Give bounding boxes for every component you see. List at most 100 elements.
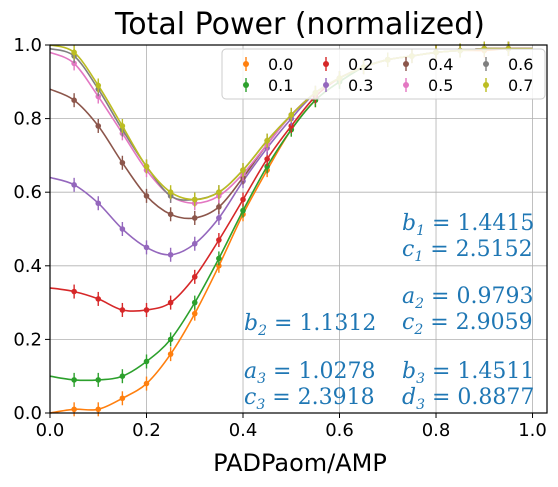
data-point — [264, 137, 270, 144]
data-point — [143, 358, 150, 365]
legend-marker — [403, 82, 409, 88]
legend-label: 0.3 — [348, 76, 373, 95]
y-tick-label: 0.2 — [13, 329, 42, 350]
data-point — [119, 123, 126, 129]
x-tick-label: 0.2 — [132, 420, 161, 441]
data-point — [216, 189, 222, 195]
annotation-b3: b3 = 1.4511 — [402, 359, 534, 387]
annotation-b1: b1 = 1.4415 — [402, 211, 534, 239]
data-point — [71, 182, 77, 188]
data-point — [119, 159, 126, 166]
y-tick-label: 0.0 — [13, 403, 42, 424]
y-tick-label: 1.0 — [13, 35, 42, 56]
data-point — [167, 251, 174, 258]
data-point — [95, 93, 102, 100]
legend-item-0.1: 0.1 — [243, 76, 293, 95]
x-axis-label: PADPaom/AMP — [213, 449, 387, 477]
legend-label: 0.5 — [428, 76, 453, 95]
legend-label: 0.2 — [348, 55, 373, 74]
legend-marker — [403, 61, 409, 67]
data-point — [191, 215, 198, 221]
data-point — [240, 167, 246, 173]
data-point — [191, 299, 198, 306]
annotation-c3: c3 = 2.3918 — [244, 385, 375, 413]
data-point — [167, 211, 174, 218]
legend-marker — [323, 82, 329, 88]
data-point — [143, 380, 150, 387]
legend-label: 0.1 — [268, 76, 293, 95]
data-point — [167, 189, 174, 195]
legend-item-0.5: 0.5 — [403, 76, 453, 95]
data-point — [95, 406, 102, 413]
tick-layer: 0.0 0.2 0.4 0.6 0.8 1.0 0.0 0.2 0.4 0.6 0.8 1.0 — [13, 35, 546, 441]
data-point — [71, 288, 77, 295]
data-point — [216, 255, 222, 262]
data-point — [119, 373, 126, 380]
x-tick-label: 0.4 — [229, 420, 258, 441]
data-point — [191, 310, 198, 317]
data-point — [167, 299, 174, 306]
data-point — [288, 123, 295, 129]
legend: 0.0 0.1 0.2 0.3 0.4 0.5 0.6 0.7 — [221, 48, 546, 100]
legend-label: 0.0 — [268, 55, 293, 74]
plot-frame — [49, 44, 548, 414]
legend-item-0.3: 0.3 — [323, 76, 373, 95]
data-point — [264, 163, 270, 170]
data-point — [95, 200, 102, 207]
data-point — [95, 123, 102, 129]
legend-marker — [243, 61, 249, 67]
legend-item-0.7: 0.7 — [483, 76, 533, 95]
data-point — [240, 207, 246, 214]
legend-label: 0.6 — [508, 55, 533, 74]
data-point — [288, 112, 295, 118]
y-tick-label: 0.4 — [13, 256, 42, 277]
chart-title: Total Power (normalized) — [114, 7, 485, 42]
legend-box — [221, 48, 546, 100]
data-point — [71, 49, 77, 56]
annotation-c2: c2 = 2.9059 — [402, 310, 533, 338]
annotation-a3: a3 = 1.0278 — [244, 359, 375, 387]
legend-label: 0.7 — [508, 76, 533, 95]
data-point — [264, 156, 270, 162]
data-point — [216, 204, 222, 210]
data-point — [119, 226, 126, 232]
legend-marker — [483, 61, 489, 67]
legend-marker — [323, 61, 329, 67]
x-tick-label: 1.0 — [518, 420, 547, 441]
legend-label: 0.4 — [428, 55, 453, 74]
data-point — [191, 274, 198, 280]
legend-marker — [243, 82, 249, 88]
data-point — [119, 307, 126, 313]
data-point — [240, 196, 246, 203]
y-tick-label: 0.6 — [13, 182, 42, 203]
data-point — [143, 163, 150, 170]
data-point — [216, 237, 222, 243]
legend-item-0.6: 0.6 — [483, 55, 533, 74]
legend-item-0.2: 0.2 — [323, 55, 373, 74]
legend-marker — [483, 82, 489, 88]
y-tick-label: 0.8 — [13, 109, 42, 130]
data-point — [71, 60, 77, 67]
legend-item-0.4: 0.4 — [403, 55, 453, 74]
data-point — [95, 296, 102, 302]
data-point — [216, 263, 222, 269]
data-point — [191, 196, 198, 203]
data-point — [71, 406, 77, 413]
data-point — [95, 377, 102, 383]
data-point — [71, 97, 77, 103]
data-point — [216, 215, 222, 221]
data-point — [167, 351, 174, 357]
data-point — [143, 244, 150, 251]
annotation-c1: c1 = 2.5152 — [402, 237, 533, 265]
annotation-a2: a2 = 0.9793 — [402, 284, 533, 312]
x-tick-label: 0.6 — [325, 420, 354, 441]
x-tick-label: 0.8 — [422, 420, 451, 441]
data-point — [119, 395, 126, 402]
annotation-d3: d3 = 0.8877 — [402, 385, 534, 413]
data-point — [143, 307, 150, 313]
data-point — [71, 377, 77, 383]
x-tick-label: 0.0 — [36, 420, 65, 441]
data-point — [191, 240, 198, 247]
